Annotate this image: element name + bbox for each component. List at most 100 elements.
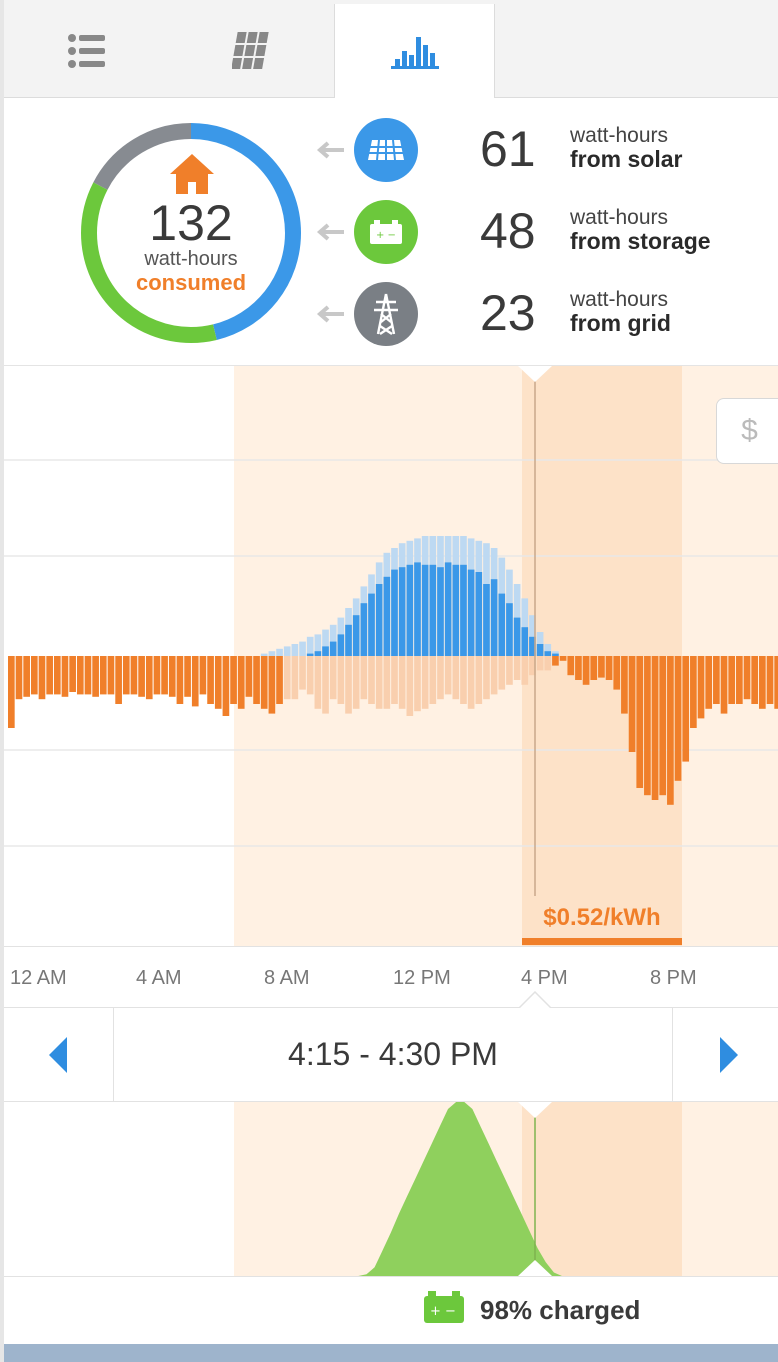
- solar-generation-bar: [260, 653, 268, 656]
- house-icon: [170, 154, 214, 194]
- tab-list[interactable]: [4, 4, 170, 98]
- consumption-bar: [245, 656, 253, 697]
- consumption-bar: [23, 656, 30, 697]
- consumption-bar: [460, 656, 467, 704]
- interval-navigator: 4:15 - 4:30 PM: [4, 1008, 778, 1102]
- bottom-strip: [4, 1344, 778, 1362]
- consumption-bar: [575, 656, 582, 680]
- battery-icon: + −: [424, 1291, 464, 1323]
- consumption-bar: [536, 656, 544, 671]
- previous-interval-button[interactable]: [4, 1008, 114, 1102]
- consumption-bar: [291, 656, 299, 700]
- consumption-bar: [99, 656, 107, 695]
- consumption-bar: [53, 656, 61, 695]
- solar-consumed-bar: [444, 562, 452, 656]
- solar-consumed-bar: [460, 564, 467, 656]
- consumed-label: consumed: [135, 270, 247, 295]
- consumption-bar: [61, 656, 69, 697]
- consumption-bar: [230, 656, 237, 704]
- tab-energy-chart[interactable]: [334, 4, 495, 99]
- storage-label: from storage: [570, 228, 711, 254]
- solar-consumed-bar: [421, 564, 429, 656]
- battery-status-text: 98% charged: [480, 1295, 641, 1325]
- solar-consumed-bar: [529, 636, 536, 656]
- solar-consumed-bar: [322, 646, 329, 656]
- consumption-bar: [145, 656, 153, 700]
- consumption-bar: [15, 656, 23, 700]
- consumption-bar: [705, 656, 713, 709]
- solar-panel-icon: [232, 32, 269, 69]
- energy-bar-chart[interactable]: [4, 366, 778, 946]
- grid-label: from grid: [570, 310, 671, 336]
- cursor-notch-bottom: [518, 1260, 552, 1276]
- consumption-bar: [736, 656, 743, 704]
- consumption-bar: [115, 656, 122, 704]
- solar-consumed-bar: [429, 564, 437, 656]
- consumption-bar: [697, 656, 705, 719]
- consumption-bar: [260, 656, 268, 709]
- arrow-left-icon: [316, 141, 344, 159]
- solar-consumed-bar: [521, 627, 529, 656]
- consumption-bar: [682, 656, 690, 762]
- solar-consumed-bar: [513, 617, 521, 656]
- consumption-bar: [253, 656, 260, 704]
- selected-rate-band: [522, 1102, 682, 1276]
- consumption-bar: [207, 656, 214, 704]
- battery-charge-area: [8, 1102, 778, 1276]
- battery-charge-chart[interactable]: [4, 1102, 778, 1276]
- energy-chart[interactable]: [4, 366, 778, 946]
- solar-generation-bar: [291, 644, 299, 656]
- consumption-bar: [759, 656, 766, 709]
- solar-consumed-bar: [345, 624, 352, 656]
- battery-status-bar: + − 98% charged: [4, 1276, 778, 1344]
- solar-source-badge: [354, 118, 418, 182]
- battery-charge-curve: [8, 1102, 778, 1276]
- consumption-bar: [268, 656, 276, 714]
- storage-source-badge: + −: [354, 200, 418, 264]
- axis-tick: 8 AM: [264, 967, 310, 989]
- consumption-bar: [467, 656, 475, 709]
- consumption-bar: [383, 656, 391, 709]
- solar-consumed-bar: [406, 564, 414, 656]
- solar-generation-bar: [283, 646, 291, 656]
- solar-consumed-bar: [483, 584, 490, 656]
- consumption-bar: [329, 656, 337, 700]
- consumption-bar: [306, 656, 314, 695]
- consumption-bar: [337, 656, 345, 704]
- consumption-bar: [766, 656, 774, 704]
- consumption-bar: [582, 656, 590, 685]
- solar-consumed-bar: [437, 567, 444, 656]
- consumption-bar: [506, 656, 513, 685]
- tab-empty: [495, 4, 778, 98]
- consumption-bar: [498, 656, 506, 690]
- consumption-bar: [184, 656, 191, 697]
- consumption-bar: [76, 656, 84, 695]
- axis-tick: 12 AM: [10, 967, 67, 989]
- consumption-bar: [605, 656, 613, 680]
- grid-unit: watt-hours: [570, 288, 669, 311]
- next-interval-button[interactable]: [672, 1008, 778, 1102]
- solar-consumed-bar: [306, 653, 314, 656]
- axis-tick: 4 AM: [136, 967, 182, 989]
- tab-solar-panels[interactable]: [170, 4, 334, 98]
- solar-consumed-bar: [506, 603, 513, 656]
- list-icon: [68, 34, 105, 68]
- consumption-bar: [406, 656, 414, 716]
- consumption-bar: [107, 656, 115, 695]
- consumption-bar: [483, 656, 490, 700]
- axis-notch: [518, 991, 552, 1009]
- donut-center: 132 watt-hours consumed: [76, 118, 306, 348]
- solar-consumed-bar: [490, 579, 498, 656]
- consumption-bar: [513, 656, 521, 680]
- grid-source-badge: [354, 282, 418, 346]
- price-rate-label: $0.52/kWh: [543, 904, 661, 931]
- consumption-bar: [713, 656, 720, 704]
- consumption-bar: [559, 656, 567, 661]
- solar-value: 61: [480, 121, 536, 177]
- consumption-bar: [728, 656, 736, 704]
- solar-consumed-bar: [352, 615, 360, 656]
- price-toggle-button[interactable]: $: [716, 398, 778, 464]
- solar-generation-bar: [299, 641, 306, 656]
- consumption-bar: [122, 656, 130, 695]
